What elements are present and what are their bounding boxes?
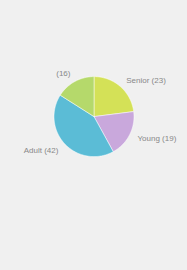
svg-text:(16): (16) <box>56 69 71 78</box>
svg-text:Senior (23): Senior (23) <box>126 76 166 85</box>
svg-text:Young (19): Young (19) <box>137 134 176 143</box>
svg-text:Adult (42): Adult (42) <box>24 146 59 155</box>
